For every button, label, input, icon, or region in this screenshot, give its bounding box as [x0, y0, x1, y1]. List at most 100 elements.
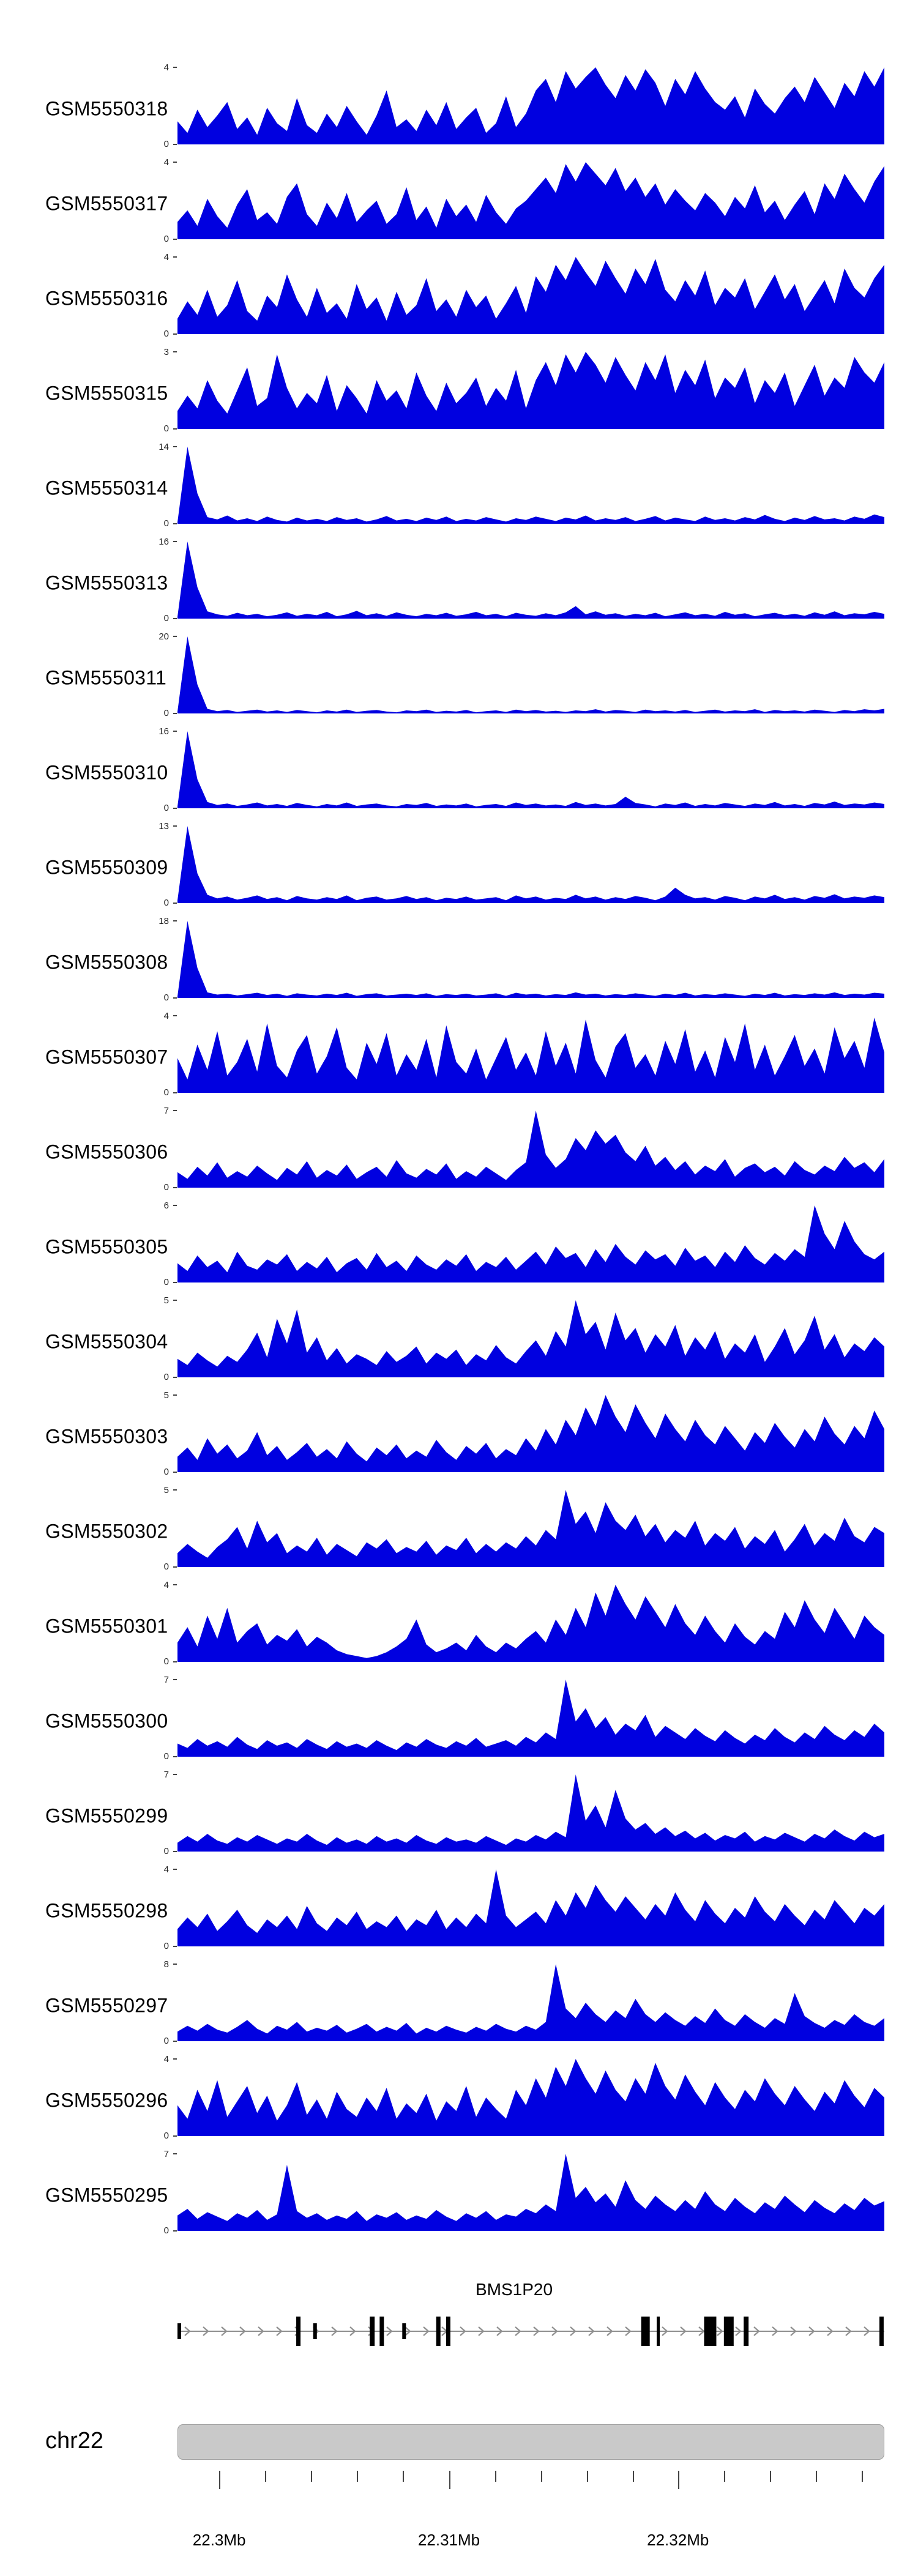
sample-label: GSM5550295 — [45, 2184, 168, 2206]
y-axis-max-label: 4 — [163, 1580, 169, 1590]
strand-arrow-icon — [460, 2326, 466, 2336]
coverage-area-plot — [177, 257, 884, 334]
sample-label: GSM5550306 — [45, 1141, 168, 1163]
sample-label: GSM5550310 — [45, 761, 168, 783]
strand-arrow-icon — [662, 2326, 668, 2336]
exon-box — [704, 2317, 717, 2346]
strand-arrow-icon — [808, 2326, 815, 2336]
y-axis-tick — [173, 731, 177, 732]
sample-label: GSM5550298 — [45, 1899, 168, 1921]
coverage-area-plot — [177, 447, 884, 524]
coverage-track-row: GSM5550318 4 0 — [0, 61, 918, 156]
gene-name-label: BMS1P20 — [475, 2280, 553, 2299]
y-axis-max-label: 16 — [159, 537, 169, 547]
coverage-area-plot — [177, 731, 884, 808]
coverage-polygon — [177, 1680, 884, 1757]
coverage-track-row: GSM5550308 18 0 — [0, 915, 918, 1010]
exon-box — [296, 2317, 301, 2346]
coverage-polygon — [177, 826, 884, 903]
coverage-area-plot — [177, 1490, 884, 1567]
y-axis-tick — [173, 1394, 177, 1396]
sample-label: GSM5550297 — [45, 1994, 168, 2016]
strand-arrow-icon — [221, 2326, 228, 2336]
coverage-track-row: GSM5550295 7 0 — [0, 2148, 918, 2243]
coverage-svg — [177, 542, 884, 619]
coverage-svg — [177, 447, 884, 524]
coverage-area-plot — [177, 1395, 884, 1472]
coverage-polygon — [177, 2059, 884, 2136]
sample-label: GSM5550309 — [45, 856, 168, 878]
coverage-track-row: GSM5550298 4 0 — [0, 1863, 918, 1958]
axis-tick — [265, 2471, 267, 2482]
axis-tick — [769, 2471, 771, 2482]
coverage-svg — [177, 636, 884, 713]
sample-label: GSM5550315 — [45, 382, 168, 404]
y-axis-tick — [173, 618, 177, 619]
y-axis-tick — [173, 903, 177, 904]
y-axis-min-label: 0 — [163, 329, 169, 339]
y-axis-min-label: 0 — [163, 1277, 169, 1287]
y-axis-tick — [173, 541, 177, 542]
y-axis-max-label: 7 — [163, 1106, 169, 1116]
coverage-area-plot — [177, 921, 884, 998]
strand-arrow-icon — [551, 2326, 558, 2336]
coverage-polygon — [177, 1964, 884, 2041]
y-axis-min-label: 0 — [163, 992, 169, 1003]
coverage-svg — [177, 67, 884, 144]
y-axis-tick — [173, 1015, 177, 1016]
exon-box — [402, 2323, 406, 2339]
axis-tick — [723, 2471, 725, 2482]
coverage-polygon — [177, 1869, 884, 1946]
coverage-area-plot — [177, 1111, 884, 1188]
coverage-svg — [177, 1300, 884, 1377]
strand-arrow-icon — [827, 2326, 834, 2336]
coverage-polygon — [177, 257, 884, 334]
coverage-svg — [177, 257, 884, 334]
strand-arrow-icon — [276, 2326, 283, 2336]
y-axis-tick — [173, 808, 177, 809]
coverage-area-plot — [177, 2154, 884, 2231]
coverage-svg — [177, 2059, 884, 2136]
coverage-area-plot — [177, 542, 884, 619]
coverage-polygon — [177, 542, 884, 619]
coverage-area-plot — [177, 1016, 884, 1093]
strand-arrow-icon — [735, 2326, 742, 2336]
axis-tick — [357, 2471, 359, 2482]
y-axis-max-label: 5 — [163, 1485, 169, 1495]
y-axis-tick — [173, 2135, 177, 2137]
exon-box — [641, 2317, 650, 2346]
y-axis-max-label: 4 — [163, 2054, 169, 2064]
coverage-svg — [177, 1395, 884, 1472]
coverage-polygon — [177, 1490, 884, 1567]
axis-tick-label: 22.3Mb — [192, 2531, 246, 2549]
coverage-polygon — [177, 447, 884, 524]
coverage-track-row: GSM5550307 4 0 — [0, 1010, 918, 1104]
coverage-svg — [177, 162, 884, 239]
y-axis-min-label: 0 — [163, 1846, 169, 1856]
y-axis-tick — [173, 2058, 177, 2060]
coverage-polygon — [177, 352, 884, 429]
coverage-track-row: GSM5550297 8 0 — [0, 1958, 918, 2053]
axis-tick — [540, 2471, 542, 2482]
coverage-area-plot — [177, 636, 884, 713]
coverage-track-row: GSM5550296 4 0 — [0, 2053, 918, 2148]
y-axis-max-label: 7 — [163, 1770, 169, 1780]
strand-arrow-icon — [258, 2326, 264, 2336]
coverage-track-row: GSM5550317 4 0 — [0, 156, 918, 251]
coverage-polygon — [177, 2154, 884, 2231]
coverage-area-plot — [177, 352, 884, 429]
exon-box — [313, 2323, 317, 2339]
axis-tick — [862, 2471, 864, 2482]
coverage-track-row: GSM5550300 7 0 — [0, 1673, 918, 1768]
coverage-track-row: GSM5550304 5 0 — [0, 1294, 918, 1389]
sample-label: GSM5550296 — [45, 2089, 168, 2111]
y-axis-tick — [173, 2153, 177, 2154]
axis-tick — [677, 2471, 679, 2489]
coverage-area-plot — [177, 1964, 884, 2041]
y-axis-tick — [173, 428, 177, 430]
y-axis-tick — [173, 1584, 177, 1585]
axis-tick — [494, 2471, 496, 2482]
y-axis-tick — [173, 144, 177, 145]
coverage-area-plot — [177, 1205, 884, 1282]
